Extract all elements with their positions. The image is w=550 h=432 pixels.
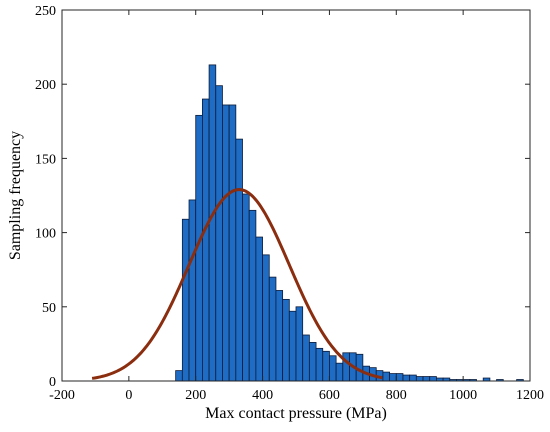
histogram-bar <box>175 370 183 382</box>
y-tick-label: 150 <box>35 152 56 167</box>
x-tick-label: 400 <box>252 388 273 403</box>
x-tick-label: 800 <box>386 388 407 403</box>
y-tick-label: 250 <box>35 4 56 19</box>
x-tick-label: -200 <box>49 388 75 403</box>
x-axis-ticks: -200 0 200 400 600 800 1000 1200 <box>49 10 544 403</box>
histogram-bar <box>409 374 417 382</box>
histogram-bar <box>188 199 197 382</box>
histogram-bar <box>228 104 237 382</box>
x-tick-label: 1200 <box>516 388 544 403</box>
histogram-bar <box>255 236 263 382</box>
histogram-bar <box>422 376 431 382</box>
histogram-bar <box>329 355 337 382</box>
histogram-bar <box>389 373 397 382</box>
histogram-bar <box>302 334 310 382</box>
histogram-bar <box>308 342 317 382</box>
histogram-bar <box>322 350 330 382</box>
histogram-bar <box>242 193 250 382</box>
histogram-bar <box>268 276 277 382</box>
histogram-bar <box>342 352 350 382</box>
histogram-bar <box>315 347 324 382</box>
histogram-bar <box>415 376 424 382</box>
y-tick-label: 200 <box>35 78 56 93</box>
x-axis-label: Max contact pressure (MPa) <box>205 405 387 422</box>
x-tick-label: 1000 <box>449 388 477 403</box>
histogram-bars <box>175 64 524 382</box>
x-tick-label: 200 <box>185 388 206 403</box>
plot-frame <box>61 9 531 382</box>
y-tick-label: 0 <box>49 375 56 390</box>
histogram-bar <box>262 254 270 382</box>
histogram-bar <box>429 376 437 382</box>
histogram-bar <box>215 85 223 382</box>
x-tick-label: 600 <box>319 388 340 403</box>
y-axis-ticks: 0 50 100 150 200 250 <box>35 4 530 390</box>
histogram-bar <box>335 362 344 382</box>
y-axis-label: Sampling frequency <box>7 131 24 260</box>
histogram-bar <box>382 371 390 382</box>
histogram-bar <box>288 310 297 382</box>
histogram-bar <box>295 306 304 382</box>
histogram-bar <box>235 138 243 382</box>
histogram-bar <box>282 298 290 382</box>
histogram-bar <box>402 374 411 382</box>
histogram-bar <box>181 218 190 382</box>
histogram-bar <box>395 373 404 382</box>
x-tick-label: 0 <box>125 388 132 403</box>
histogram-bar <box>275 290 284 382</box>
histogram-bar <box>248 209 257 382</box>
y-tick-label: 100 <box>35 227 56 242</box>
histogram-bar <box>222 104 230 382</box>
fit-curve <box>91 188 383 380</box>
y-tick-label: 50 <box>42 301 56 316</box>
histogram-bar <box>201 98 210 382</box>
histogram-bar <box>208 64 217 382</box>
